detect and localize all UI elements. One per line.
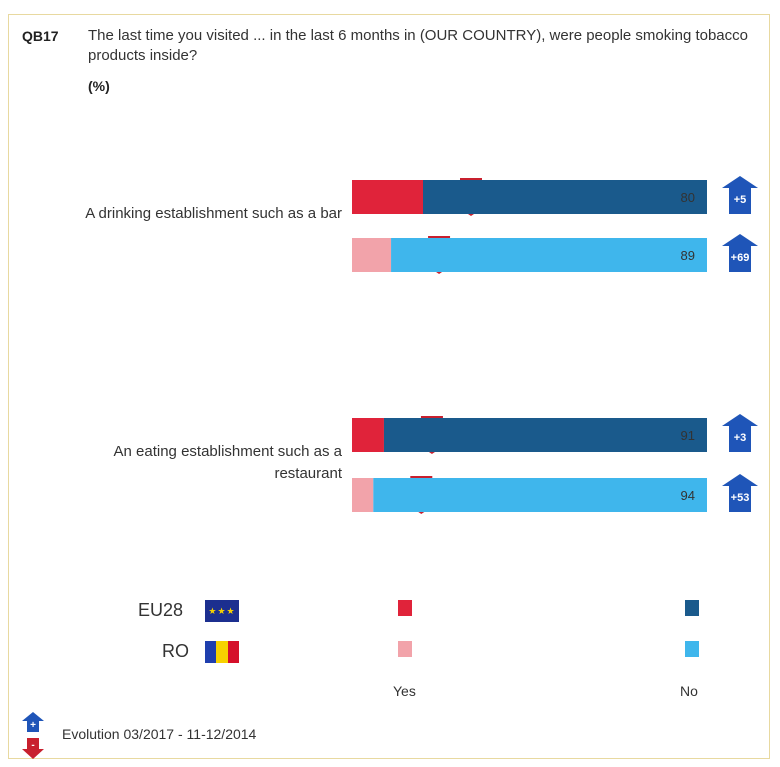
legend-column-no: No — [680, 683, 698, 699]
legend-column-yes: Yes — [393, 683, 416, 699]
bar-eu28-no-bar — [423, 180, 707, 214]
bar-ro-no-value: 89 — [681, 248, 695, 263]
bar-eu28-no-evolution-arrow-label: +5 — [734, 194, 747, 206]
svg-text:+: + — [30, 720, 36, 731]
restaurant-eu28-no-value: 91 — [681, 428, 695, 443]
evolution-arrows-icon: + - — [22, 712, 44, 759]
restaurant-ro-no-evolution-arrow — [722, 474, 758, 512]
question-id: QB17 — [22, 28, 59, 44]
bar-ro-no-bar — [391, 238, 707, 272]
chart-frame — [8, 14, 770, 759]
restaurant-ro-no-evolution-arrow-label: +53 — [731, 492, 750, 504]
restaurant-ro-no-value: 94 — [681, 488, 695, 503]
restaurant-eu28-no-evolution-arrow — [722, 414, 758, 452]
bar-ro-no-evolution-arrow — [722, 234, 758, 272]
legend-swatch-ro-no — [685, 641, 699, 657]
restaurant-ro-yes-bar — [352, 478, 374, 512]
restaurant-eu28-yes-bar — [352, 418, 384, 452]
bar-ro-no-evolution-arrow-label: +69 — [731, 252, 750, 264]
category-label-bar: A drinking establishment such as a bar — [85, 205, 342, 222]
evolution-note: Evolution 03/2017 - 11-12/2014 — [62, 726, 257, 742]
category-label-restaurant: An eating establishment such as a restau… — [113, 443, 342, 482]
legend-entry-ro: RO — [162, 641, 189, 661]
legend-swatch-eu-yes — [398, 600, 412, 616]
restaurant-eu28-no-evolution-arrow-label: +3 — [734, 432, 747, 444]
svg-text:-: - — [31, 740, 34, 751]
legend-swatch-eu-no — [685, 600, 699, 616]
legend-entry-eu28: EU28 — [138, 600, 184, 620]
bar-ro-yes-bar — [352, 238, 392, 272]
restaurant-ro-no-bar — [373, 478, 707, 512]
legend-swatch-ro-yes — [398, 641, 412, 657]
bar-eu28-no-evolution-arrow — [722, 176, 758, 214]
eu-flag-icon: ★★★ — [205, 600, 239, 622]
bar-eu28-no-value: 80 — [681, 190, 695, 205]
unit-label: (%) — [88, 78, 110, 94]
bar-eu28-yes-bar — [352, 180, 423, 214]
romania-flag-icon — [205, 641, 239, 663]
restaurant-eu28-no-bar — [383, 418, 707, 452]
question-text: The last time you visited ... in the las… — [88, 27, 748, 64]
